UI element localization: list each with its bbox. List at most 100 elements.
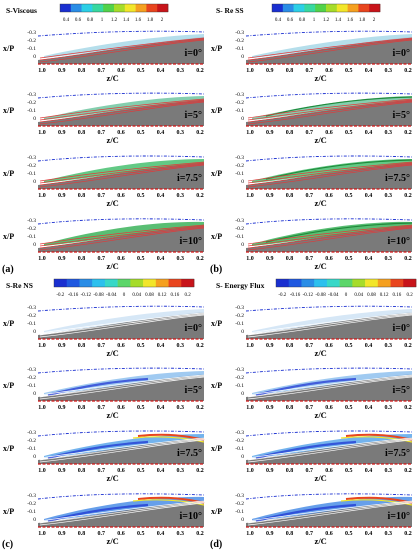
x-tick-label: 0.8 [78,256,86,262]
colorbar-swatch [293,4,305,12]
colorbar-swatch [358,4,370,12]
x-tick-label: 0.9 [58,468,66,474]
colorbar-swatch [117,279,131,287]
y-axis-label: x/P [3,381,14,390]
x-tick-label: 0.7 [98,68,106,74]
y-tick-label: -0.2 [235,226,244,232]
y-tick-label: -0.3 [27,430,36,436]
y-tick-label: -0.1 [27,383,36,389]
x-tick-label: 0.8 [286,193,294,199]
streamline [247,100,413,123]
y-tick-label: -0.2 [235,100,244,106]
x-axis-label: z/C [315,135,327,145]
x-tick-label: 0.7 [306,130,314,136]
x-tick-label: 0.3 [177,68,185,74]
x-tick-label: 1.0 [38,343,46,349]
contour-plot-0: x/P -0.3 -0.2 -0.1 0 i=0° 1.0 0.9 0.8 0.7 0.6 0.5 0.… [3,30,205,83]
y-tick-label: 0 [33,116,36,122]
x-tick-label: 0.3 [177,343,185,349]
contour-plot-0: x/P -0.3 -0.2 -0.1 0 i=0° 1.0 0.9 0.8 0.7 0.6 0.5 0.… [211,30,413,83]
x-axis-label: z/C [107,410,119,420]
y-tick-label: 0 [33,454,36,460]
incidence-label: i=10° [388,511,410,522]
x-tick-label: 0.4 [365,256,373,262]
y-tick-label: -0.1 [27,509,36,515]
streamline [247,375,413,398]
x-axis-label: z/C [107,261,119,271]
y-tick-label: 0 [33,517,36,523]
colorbar-swatch [104,279,118,287]
panel-letter: (c) [2,539,13,550]
leakage-boundary [245,305,413,312]
x-tick-label: 0.3 [385,405,393,411]
streamline [39,226,205,249]
x-tick-label: 0.6 [117,405,125,411]
x-tick-label: 0.9 [266,256,274,262]
x-tick-label: 0.8 [286,68,294,74]
streamline [39,225,205,247]
colorbar-tick-label: 0.4 [63,18,70,23]
x-tick-label: 0.5 [345,405,353,411]
y-tick-label: -0.1 [27,321,36,327]
leakage-boundary [37,305,205,312]
x-tick-label: 0.6 [117,468,125,474]
incidence-label: i=0° [185,323,202,334]
x-axis-label: z/C [107,348,119,358]
y-tick-label: -0.2 [27,226,36,232]
x-tick-label: 0.3 [177,130,185,136]
x-tick-label: 0.3 [385,193,393,199]
streamline [247,439,413,463]
panel-b: S- Re SS 0.4 0.6 0.8 1 1.2 1.4 1.6 1.8 2 x/P -0.3 -0… [210,3,413,275]
x-tick-label: 0.6 [325,343,333,349]
colorbar-swatch [314,279,328,287]
x-tick-label: 0.6 [325,68,333,74]
colorbar-swatch [146,4,158,12]
x-tick-label: 0.6 [117,68,125,74]
y-tick-label: -0.1 [27,446,36,452]
x-tick-label: 0.5 [137,531,145,537]
x-tick-label: 0.5 [345,531,353,537]
colorbar-tick-label: 1.2 [323,18,330,23]
contour-plot-0: x/P -0.3 -0.2 -0.1 0 i=0° 1.0 0.9 0.8 0.7 0.6 0.5 0.… [211,305,413,358]
colorbar-tick-label: -0.08 [93,293,104,298]
colorbar-title: S-Viscous [6,6,37,15]
x-tick-label: 0.5 [345,343,353,349]
x-tick-label: 0.4 [157,405,165,411]
x-tick-label: 0.3 [385,256,393,262]
x-tick-label: 0.3 [177,193,185,199]
leakage-boundary [37,30,205,37]
x-tick-label: 0.6 [325,405,333,411]
x-tick-label: 1.0 [38,193,46,199]
colorbar-tick-label: -0.04 [328,293,339,298]
colorbar-swatch [54,279,68,287]
streamline [39,227,205,251]
colorbar-tick-label: 1 [313,18,316,23]
x-tick-label: 1.0 [38,256,46,262]
x-axis-label: z/C [107,473,119,483]
blade-surface [246,312,412,339]
colorbar-frame [59,3,169,13]
colorbar-tick-label: 0.4 [275,18,282,23]
streamline [39,101,205,125]
incidence-label: i=0° [393,323,410,334]
x-tick-label: 0.4 [365,193,373,199]
colorbar-frame [271,3,381,13]
y-tick-label: -0.3 [27,367,36,373]
colorbar-swatch [81,4,93,12]
panel-d: S- Energy Flux -0.2 -0.16 -0.12 -0.08 -0.04 0 0… [210,278,417,550]
x-tick-label: 0.6 [325,256,333,262]
x-axis-label: z/C [107,536,119,546]
colorbar-tick-label: 1 [101,18,104,23]
x-tick-label: 0.2 [196,531,204,537]
y-axis-label: x/P [211,381,222,390]
streamline [247,437,413,459]
colorbar: 0.4 0.6 0.8 1 1.2 1.4 1.6 1.8 2 [59,3,169,23]
contour-band-positive [132,436,205,443]
colorbar-swatch [347,4,359,12]
colorbar-title: S- Energy Flux [216,281,265,290]
blade-surface [246,374,412,401]
streamline [39,39,205,63]
streamline [39,314,205,338]
colorbar-tick-label: 2 [161,18,164,23]
colorbar-swatch [301,279,315,287]
